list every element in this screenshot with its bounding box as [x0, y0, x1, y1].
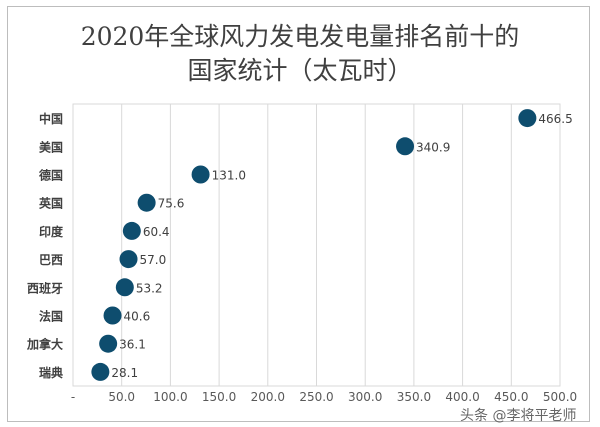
data-point — [91, 362, 110, 381]
category-label: 加拿大 — [26, 337, 63, 352]
x-tick-label: 50.0 — [108, 390, 135, 404]
x-tick-label: 100.0 — [153, 390, 187, 404]
x-tick-label: 200.0 — [251, 390, 285, 404]
category-label: 瑞典 — [39, 365, 63, 380]
data-label: 53.2 — [136, 281, 163, 295]
chart-frame — [7, 6, 590, 422]
data-label: 36.1 — [119, 338, 146, 352]
x-tick-label: 450.0 — [494, 390, 528, 404]
chart-title: 2020年全球风力发电发电量排名前十的 国家统计（太瓦时） — [0, 20, 600, 88]
x-tick-label: - — [71, 390, 75, 404]
data-label: 466.5 — [538, 112, 572, 126]
data-point — [115, 278, 134, 297]
data-point — [191, 165, 210, 184]
data-label: 57.0 — [140, 253, 167, 267]
category-label: 德国 — [39, 168, 63, 183]
data-label: 28.1 — [111, 366, 138, 380]
data-label: 60.4 — [143, 225, 170, 239]
data-point — [122, 221, 141, 240]
x-tick-label: 300.0 — [348, 390, 382, 404]
data-point — [103, 306, 122, 325]
category-label: 巴西 — [39, 253, 63, 267]
x-tick-label: 500.0 — [543, 390, 577, 404]
data-point — [99, 334, 118, 353]
category-label: 英国 — [39, 196, 63, 211]
category-label: 美国 — [39, 139, 63, 154]
category-label: 法国 — [39, 309, 63, 324]
x-tick-label: 250.0 — [299, 390, 333, 404]
category-label: 西班牙 — [27, 280, 63, 295]
x-tick-label: 150.0 — [202, 390, 236, 404]
data-label: 75.6 — [158, 197, 185, 211]
title-line-1: 2020年全球风力发电发电量排名前十的 — [80, 22, 520, 51]
data-point — [518, 109, 537, 128]
data-point — [137, 193, 156, 212]
data-point — [119, 250, 138, 269]
data-label: 40.6 — [124, 310, 151, 324]
title-line-2: 国家统计（太瓦时） — [187, 56, 413, 85]
x-tick-label: 400.0 — [445, 390, 479, 404]
data-label: 340.9 — [416, 140, 450, 154]
x-tick-label: 350.0 — [397, 390, 431, 404]
data-point — [396, 137, 415, 156]
category-label: 中国 — [39, 111, 63, 126]
category-label: 印度 — [39, 224, 64, 239]
data-label: 131.0 — [212, 169, 246, 183]
watermark: 头条 @李将平老师 — [460, 408, 577, 424]
